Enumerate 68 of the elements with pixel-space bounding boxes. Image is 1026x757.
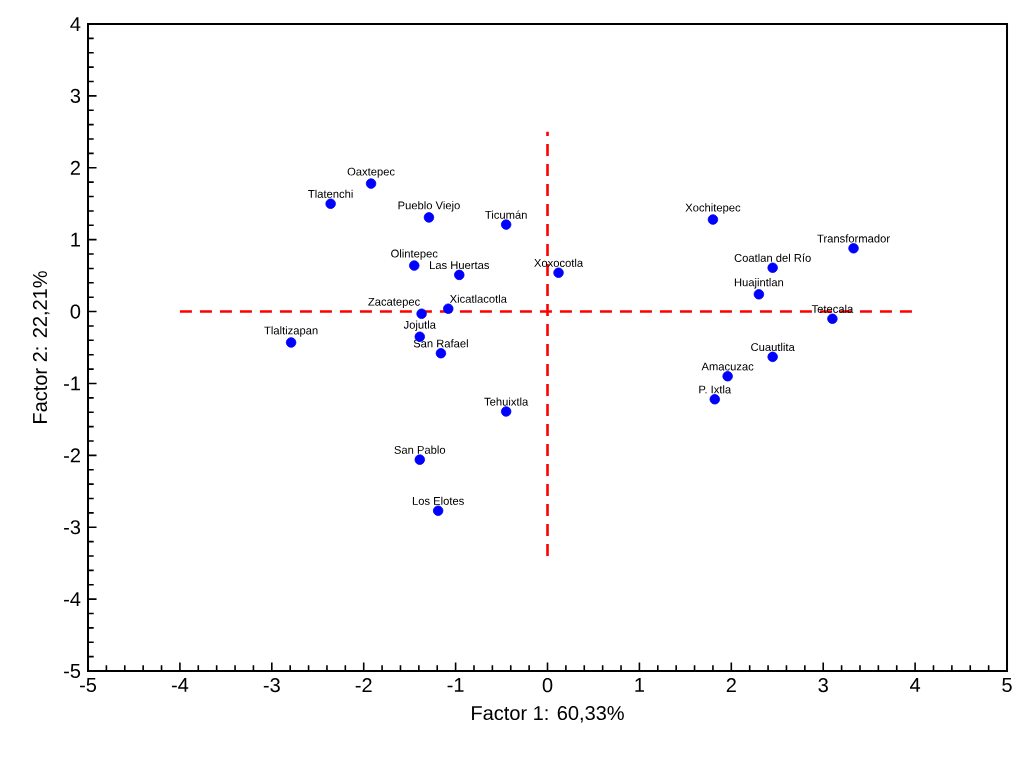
x-axis-title: Factor 1: 60,33% [472,705,624,723]
x-tick-label: -4 [171,678,189,692]
point [443,303,454,314]
y-tick-label: -5 [64,664,81,678]
annotation: San Pablo [394,445,446,454]
x-tick-label: -2 [355,678,372,693]
annotation: Xicatlacotla [449,294,507,303]
point [500,219,512,230]
annotation: Pueblo Viejo [398,201,460,212]
point [285,337,297,348]
annotation: Zacatepec [368,297,420,308]
y-tick-label: 4 [70,17,81,31]
point [454,269,465,281]
annotation: Los Elotes [412,496,464,505]
x-tick-label: 0 [542,678,553,693]
annotation: Transformador [817,234,890,243]
point [365,178,377,189]
point [707,214,719,225]
point [709,394,720,405]
point [722,371,733,382]
point [827,313,838,324]
x-tick-label: 1 [635,678,645,692]
annotation: San Rafael [413,339,468,348]
point [414,454,425,465]
x-tick-label: 4 [910,678,921,692]
x-tick-label: 5 [1002,678,1012,693]
point [416,308,427,319]
x-tick-label: -1 [447,678,464,692]
x-tick-label: -5 [80,678,97,693]
annotation: Xoxocotla [534,258,584,267]
annotation: Tehuixtla [484,397,529,406]
annotation: Oaxtepec [347,167,395,178]
point [848,243,859,254]
point [767,262,778,273]
point [753,289,765,300]
y-tick-label: 1 [71,232,80,247]
annotation: Coatlan del Río [734,253,811,262]
point [423,212,435,223]
annotation: Las Huertas [430,261,490,270]
point [553,267,564,278]
point [409,260,420,271]
annotation: Amacuzac [701,362,754,371]
y-tick-label: 0 [70,304,81,319]
annotation: Tetecala [811,304,854,313]
point [500,406,512,417]
y-tick-label: -4 [64,592,81,606]
annotation: Cuautlita [751,342,795,352]
x-tick-label: 2 [726,678,736,693]
annotation: Tlaltizapan [264,326,318,337]
annotation: P. Ixtla [699,385,732,394]
y-tick-label: 2 [70,160,80,175]
point [325,198,336,209]
annotation: Tlatenchi [308,189,353,198]
point [435,348,447,359]
annotation: Olintepec [391,249,438,260]
y-tick-label: -1 [64,376,80,391]
x-tick-label: -3 [263,678,280,693]
annotation: Ticumán [485,210,527,219]
y-axis-title: Factor 2: 22,21% [32,271,50,423]
point [767,351,778,363]
point [432,505,444,516]
annotation: Jojutla [403,320,436,331]
y-tick-label: -2 [64,448,80,463]
y-tick-label: -3 [64,520,81,535]
x-tick-label: 3 [818,678,828,693]
annotation: Huajintlan [734,278,784,289]
y-tick-label: 3 [70,88,81,103]
annotation: Xochitepec [685,203,741,214]
